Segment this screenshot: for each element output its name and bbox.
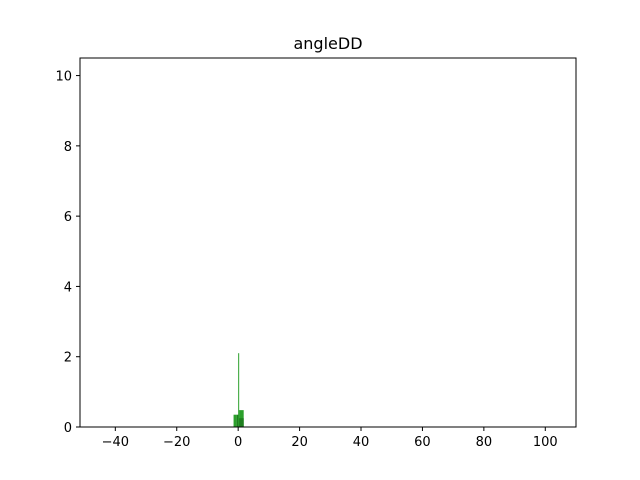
histogram-bar-4 [239, 418, 244, 427]
y-tick-label: 0 [64, 421, 72, 436]
y-tick-label: 4 [64, 280, 72, 295]
histogram-bar-1 [236, 414, 240, 427]
plot-frame [79, 57, 577, 428]
x-tick-label: 80 [476, 435, 493, 450]
x-tick-label: 60 [414, 435, 431, 450]
chart-title: angleDD [293, 34, 362, 53]
histogram-bar-0 [233, 414, 237, 427]
histogram-bar-2 [238, 353, 240, 427]
x-tick-label: −40 [102, 435, 129, 450]
x-tick-label: 20 [291, 435, 308, 450]
x-tick-label: 100 [533, 435, 558, 450]
y-tick-label: 6 [64, 210, 72, 225]
bars-group [233, 353, 244, 427]
y-axis-ticks: 0 2 4 6 8 10 [55, 70, 80, 436]
x-tick-label: 40 [353, 435, 370, 450]
y-tick-label: 10 [55, 70, 72, 85]
y-tick-label: 2 [64, 351, 72, 366]
x-tick-label: −20 [163, 435, 190, 450]
x-tick-label: 0 [234, 435, 242, 450]
x-axis-ticks: −40 −20 0 20 40 60 80 100 [102, 427, 558, 450]
y-tick-label: 8 [64, 140, 72, 155]
